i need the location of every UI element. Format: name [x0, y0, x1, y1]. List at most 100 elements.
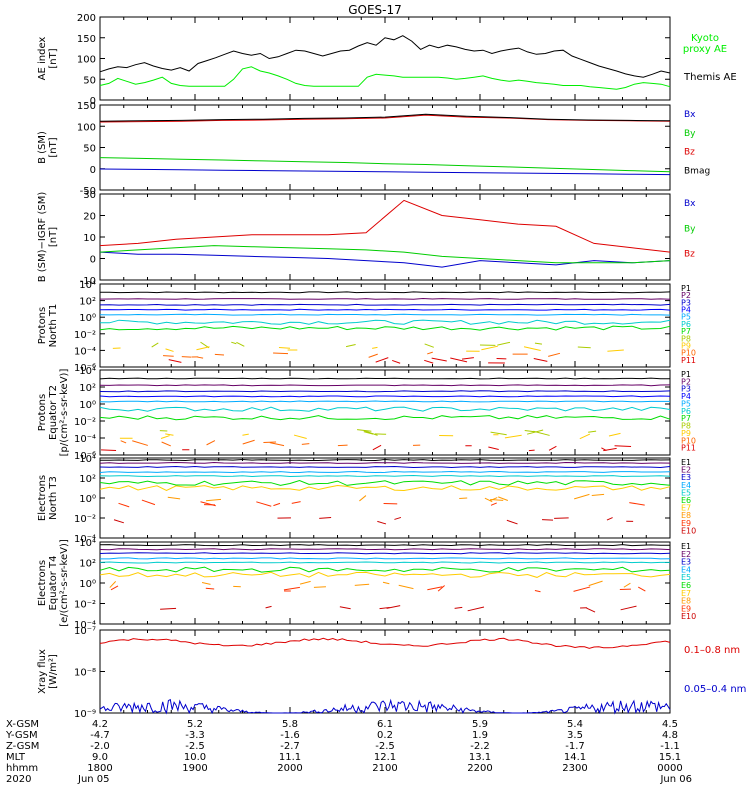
legend-entry: P5 — [681, 313, 691, 322]
x-axis-value: 1900 — [182, 763, 207, 774]
channel-segment — [278, 346, 291, 349]
y-tick-label: 10⁻² — [74, 600, 96, 611]
channel-segment — [372, 346, 378, 349]
legend-entry: E3 — [681, 473, 691, 482]
channel-segment — [372, 444, 382, 451]
channel-segment — [490, 431, 507, 436]
legend-entry: E6 — [681, 581, 691, 590]
channel-line — [99, 474, 671, 478]
channel-segment — [163, 355, 174, 357]
channel-segment — [313, 586, 326, 588]
channel-segment — [242, 433, 249, 436]
x-axis-value: 2200 — [467, 763, 492, 774]
channel-segment — [167, 496, 181, 500]
y-tick-label: 10⁻⁷ — [74, 626, 96, 637]
legend-entry: E8 — [681, 597, 691, 606]
channel-segment — [263, 441, 277, 444]
x-axis-value: -1.6 — [280, 730, 300, 741]
legend-entry: P11 — [681, 444, 696, 453]
y-tick-label: 0 — [90, 96, 96, 107]
channel-line — [99, 390, 671, 393]
panel-4: 10⁻⁶ 10⁻⁴ 10⁻² 10⁰ 10² 10⁴ ProtonsNorth T1 P1P2… — [37, 280, 696, 374]
legend-entry: 0.1–0.8 nm — [684, 645, 740, 656]
legend-entry: proxy AE — [683, 44, 727, 55]
channel-segment — [577, 346, 591, 349]
channel-line — [99, 465, 671, 469]
channel-segment — [588, 580, 603, 587]
channel-segment — [591, 493, 605, 496]
channel-segment — [437, 585, 445, 592]
channel-segment — [363, 430, 378, 436]
y-axis-label: Xray flux[W/m²] — [37, 649, 59, 694]
y-tick-label: 10⁻⁴ — [74, 620, 96, 631]
x-axis-row-label: X-GSM — [6, 719, 39, 730]
y-tick-label: 10⁻⁴ — [74, 346, 96, 357]
channel-segment — [588, 430, 597, 433]
channel-segment — [454, 606, 463, 609]
channel-segment — [431, 357, 447, 362]
channel-segment — [165, 433, 174, 436]
legend-entry: Bz — [684, 148, 695, 158]
x-axis-value: 10.0 — [184, 752, 206, 763]
y-tick-label: 50 — [83, 75, 96, 86]
x-axis-row-label: Z-GSM — [6, 741, 39, 752]
channel-segment — [497, 341, 511, 346]
y-tick-label: 10⁻⁸ — [74, 668, 96, 679]
series-line — [99, 157, 671, 173]
channel-segment — [504, 434, 522, 439]
panel-frame — [99, 369, 671, 456]
channel-line — [100, 557, 671, 560]
x-axis-value: -1.7 — [565, 741, 585, 752]
x-axis-value: -2.5 — [375, 741, 395, 752]
y-tick-label: 150 — [77, 101, 96, 112]
channel-segment — [542, 519, 554, 521]
x-axis-value: 11.1 — [279, 752, 301, 763]
legend-entry: Bx — [684, 199, 696, 209]
y-axis-label: B (SM)−IGRF (SM)[nT] — [37, 192, 59, 283]
channel-segment — [637, 586, 646, 592]
channel-segment — [523, 346, 541, 352]
panel-frame — [99, 457, 671, 539]
series-line — [99, 698, 671, 715]
panel-frame — [99, 193, 671, 281]
legend-entry: P2 — [681, 291, 691, 300]
legend-entry: E3 — [681, 558, 691, 567]
y-tick-label: 0 — [90, 255, 96, 266]
y-axis-label: ElectronsEquator T4[e/(cm²-s-sr-keV)] — [37, 539, 70, 627]
x-axis-row-label: hhmm — [6, 763, 38, 774]
legend-entry: P1 — [681, 370, 691, 379]
channel-segment — [231, 341, 237, 345]
legend-entry: P11 — [681, 356, 696, 365]
y-tick-label: 10⁴ — [79, 454, 96, 465]
y-tick-label: 10⁰ — [79, 494, 96, 505]
y-tick-label: 10⁰ — [79, 400, 96, 411]
channel-line — [99, 325, 671, 331]
channel-segment — [579, 433, 591, 440]
legend-entry: P10 — [681, 436, 696, 445]
channel-segment — [606, 517, 613, 521]
y-tick-label: 10⁻⁶ — [74, 363, 96, 374]
channel-segment — [113, 519, 124, 524]
channel-segment — [574, 493, 590, 500]
y-axis-label: B (SM)[nT] — [37, 131, 59, 164]
x-axis-value: 4.2 — [92, 719, 108, 730]
x-axis-row-label: Y-GSM — [5, 730, 38, 741]
channel-segment — [488, 446, 499, 450]
legend-entry: E4 — [681, 565, 691, 574]
legend-entry: P9 — [681, 429, 691, 438]
x-axis-value: 9.0 — [92, 752, 108, 763]
legend-entry: E5 — [681, 488, 691, 497]
channel-segment — [490, 502, 497, 506]
channel-line — [99, 297, 671, 300]
series-line — [99, 66, 671, 90]
legend-entry: E7 — [681, 504, 691, 513]
channel-segment — [201, 582, 211, 585]
y-tick-label: 10⁻² — [74, 514, 96, 525]
channel-segment — [528, 449, 535, 452]
channel-segment — [386, 605, 401, 609]
y-axis-label: ProtonsEquator T2[p/(cm²-s-sr-keV)] — [37, 369, 70, 457]
panel-8: 10⁻⁹ 10⁻⁸ 10⁻⁷ Xray flux[W/m²] 0.1–0.8 nm 0.0… — [37, 626, 746, 720]
legend-entry: E9 — [681, 604, 691, 613]
legend-entry: E4 — [681, 481, 691, 490]
channel-segment — [168, 359, 182, 363]
